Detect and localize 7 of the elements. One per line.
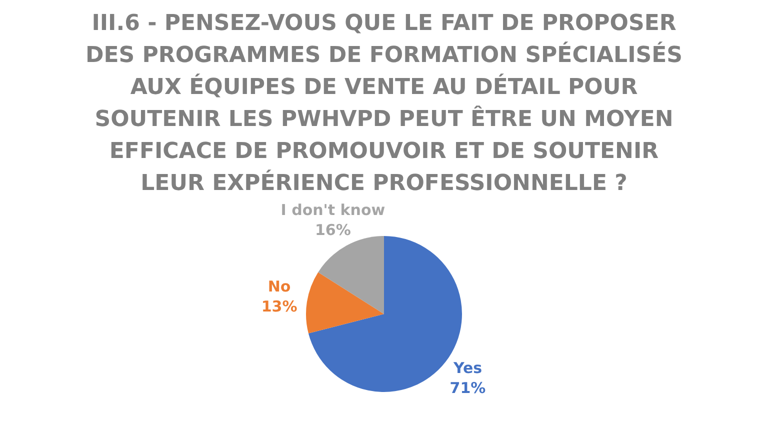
data-label: 16%	[314, 221, 351, 239]
chart-title: III.6 - PENSEZ-VOUS QUE LE FAIT DE PROPOSER DES PROGRAMMES DE FORMATION SPÉCIALISÉS AUX ÉQUIPES DE VENTE AU DÉTAIL POUR SOUTENIR LES PWHVPD PEUT ÊTRE UN MOYEN EFFICACE DE PROMOUVOIR ET DE SOUTENIR LEUR EXPÉRIENCE PROFESSIONNELLE ?	[84, 10, 684, 198]
slice-label: Yes	[452, 358, 482, 377]
slice-label: No	[268, 277, 291, 296]
data-label: 71%	[450, 378, 486, 397]
slice-label: I don't know	[280, 201, 386, 219]
data-label: 13%	[261, 297, 298, 316]
